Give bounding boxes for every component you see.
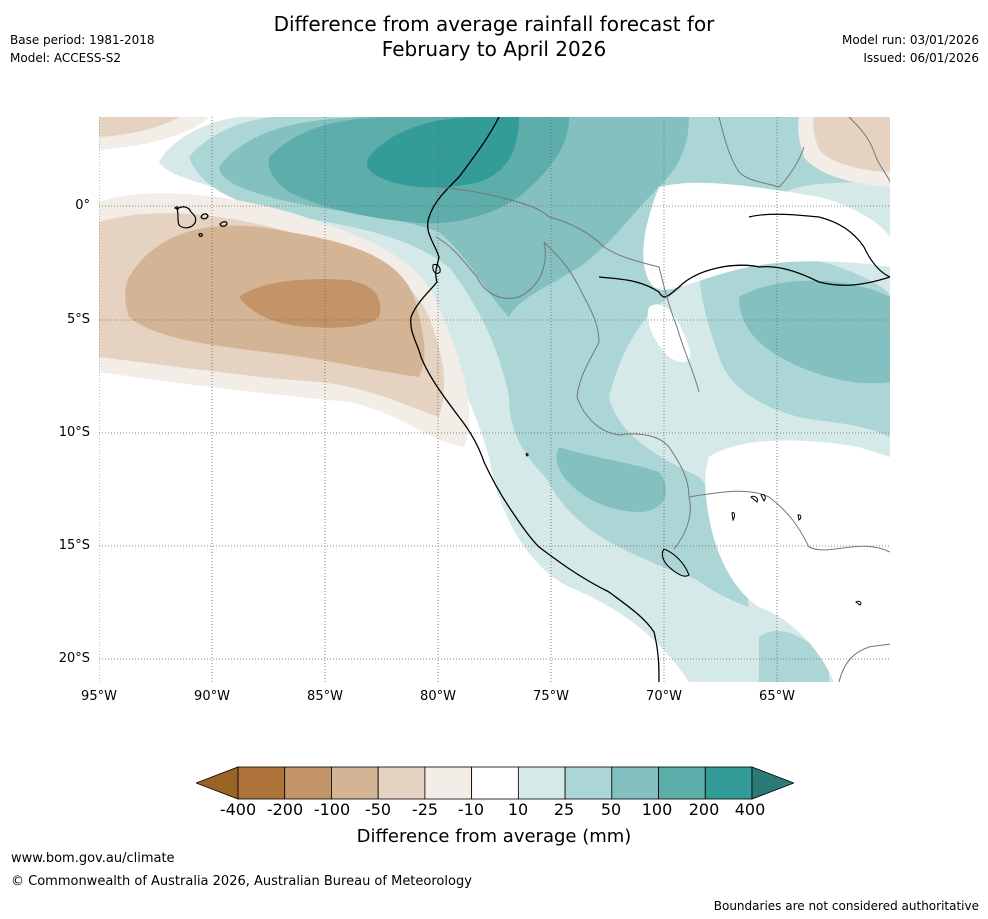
colorbar-tick: 50 <box>600 800 622 819</box>
colorbar-segment <box>237 766 286 800</box>
title-line-1: Difference from average rainfall forecas… <box>273 12 715 36</box>
boundaries-note: Boundaries are not considered authoritat… <box>713 899 979 913</box>
issued-date: Issued: 06/01/2026 <box>863 51 979 65</box>
dry-shade-nw-inner <box>99 117 179 137</box>
colorbar-arrow-low <box>196 766 239 800</box>
colorbar-segment <box>704 766 753 800</box>
colorbar-tick: 400 <box>734 800 766 819</box>
rainfall-map <box>99 117 890 682</box>
model-name: Model: ACCESS-S2 <box>10 51 122 65</box>
colorbar-label: Difference from average (mm) <box>356 826 632 847</box>
colorbar-segment <box>517 766 566 800</box>
galapagos-islands <box>173 206 228 237</box>
lake-titicaca <box>661 548 690 577</box>
lat-label-15s: 15°S <box>58 538 90 553</box>
meta-right: Model run: 03/01/2026 Issued: 06/01/2026 <box>842 31 979 67</box>
dry-shade-ne-inner <box>813 117 890 172</box>
colorbar-tick: -50 <box>364 800 392 819</box>
colorbar-tick: -200 <box>266 800 304 819</box>
colorbar-tick: -100 <box>313 800 351 819</box>
wet-shade-far-south <box>759 631 829 682</box>
dry-shade-100-200 <box>239 279 381 328</box>
colorbar-segment <box>284 766 332 800</box>
coastline-caribbean <box>598 264 890 298</box>
title-line-2: February to April 2026 <box>381 37 607 61</box>
colorbar-segments <box>196 766 794 800</box>
country-borders <box>435 117 890 682</box>
colorbar-segment <box>611 766 659 800</box>
base-period: Base period: 1981-2018 <box>10 33 155 47</box>
model-run: Model run: 03/01/2026 <box>841 33 979 47</box>
lon-label-95w: 95°W <box>81 689 117 704</box>
lat-label-0: 0° <box>75 198 90 213</box>
near-average-east-1 <box>643 182 890 290</box>
map-title: Difference from average rainfall forecas… <box>194 12 794 62</box>
colorbar-segment <box>658 766 706 800</box>
colorbar-tick: 10 <box>507 800 529 819</box>
lon-label-75w: 75°W <box>533 689 569 704</box>
coastline-north-east <box>748 213 890 278</box>
small-lakes <box>525 453 862 606</box>
colorbar-tick: -25 <box>411 800 439 819</box>
lon-label-70w: 70°W <box>646 689 682 704</box>
colorbar-segment <box>424 766 473 800</box>
lon-label-85w: 85°W <box>307 689 343 704</box>
colorbar-segment <box>377 766 426 800</box>
lat-label-5s: 5°S <box>66 312 90 327</box>
copyright-text: © Commonwealth of Australia 2026, Austra… <box>11 874 472 889</box>
colorbar-segment <box>471 766 519 800</box>
meta-left: Base period: 1981-2018 Model: ACCESS-S2 <box>10 31 155 67</box>
wet-shade-south-50-100 <box>556 447 667 512</box>
colorbar-tick: 200 <box>688 800 720 819</box>
colorbar-tick: -10 <box>457 800 485 819</box>
colorbar <box>196 766 794 800</box>
graticule <box>99 117 890 682</box>
coastline-west <box>410 117 660 682</box>
colorbar-segment <box>331 766 379 800</box>
colorbar-segment <box>564 766 613 800</box>
lon-label-65w: 65°W <box>759 689 795 704</box>
colorbar-arrow-high <box>751 766 794 800</box>
lat-label-20s: 20°S <box>58 651 90 666</box>
puna-island <box>432 263 441 274</box>
near-average-south-east <box>705 440 890 682</box>
wet-shade-north-200-400 <box>367 117 519 188</box>
lon-label-90w: 90°W <box>194 689 230 704</box>
website-link[interactable]: www.bom.gov.au/climate <box>11 851 175 866</box>
colorbar-tick: 100 <box>641 800 673 819</box>
colorbar-tick: 25 <box>553 800 575 819</box>
lon-label-80w: 80°W <box>420 689 456 704</box>
lat-label-10s: 10°S <box>58 425 90 440</box>
near-average-east-2 <box>647 304 691 363</box>
colorbar-tick: -400 <box>219 800 257 819</box>
